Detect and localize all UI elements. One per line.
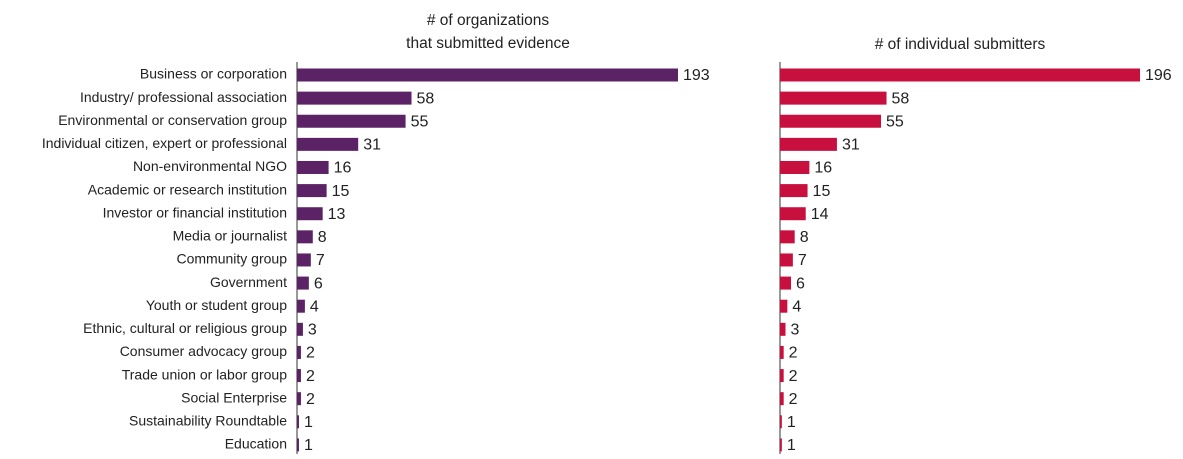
bar: [780, 114, 882, 128]
value-label: 1: [304, 437, 313, 454]
value-label: 16: [814, 160, 832, 177]
category-label: Community group: [177, 251, 288, 267]
bar: [780, 137, 837, 151]
bar: [780, 207, 806, 221]
bar: [780, 230, 795, 244]
bar: [297, 415, 299, 429]
bar: [780, 253, 793, 267]
category-label: Social Enterprise: [181, 389, 287, 405]
category-label: Consumer advocacy group: [120, 343, 288, 359]
value-label: 15: [332, 183, 350, 200]
bar: [780, 68, 1140, 82]
value-label: 4: [310, 298, 319, 315]
value-label: 58: [416, 90, 434, 107]
value-label: 7: [316, 252, 325, 269]
category-label: Academic or research institution: [88, 181, 287, 197]
value-label: 6: [796, 275, 805, 292]
value-label: 55: [886, 113, 904, 130]
value-label: 1: [304, 414, 313, 431]
bar: [780, 184, 808, 198]
value-label: 8: [318, 229, 327, 246]
category-label: Business or corporation: [140, 66, 287, 82]
category-label: Media or journalist: [173, 228, 287, 244]
category-label: Ethnic, cultural or religious group: [83, 320, 287, 336]
bar: [780, 299, 788, 313]
value-label: 3: [791, 322, 800, 339]
category-label: Individual citizen, expert or profession…: [42, 135, 287, 151]
value-label: 8: [800, 229, 809, 246]
bar: [780, 438, 782, 452]
bar: [780, 160, 810, 174]
value-label: 2: [789, 391, 798, 408]
category-label: Industry/ professional association: [80, 89, 287, 105]
category-label: Sustainability Roundtable: [129, 413, 287, 429]
value-label: 2: [306, 368, 315, 385]
bar: [297, 253, 311, 267]
bar: [297, 322, 303, 336]
value-label: 2: [789, 345, 798, 362]
value-label: 196: [1145, 67, 1172, 84]
category-label: Trade union or labor group: [122, 366, 287, 382]
category-label: Non-environmental NGO: [133, 158, 287, 174]
bar: [780, 276, 792, 290]
category-label: Investor or financial institution: [103, 204, 287, 220]
bar: [297, 438, 299, 452]
chart-title: # of organizations: [427, 12, 550, 29]
value-label: 31: [363, 137, 381, 154]
bar: [297, 91, 412, 105]
bar: [297, 392, 301, 406]
value-label: 15: [813, 183, 831, 200]
value-label: 2: [306, 345, 315, 362]
value-label: 1: [787, 437, 796, 454]
bar: [297, 184, 327, 198]
bar: [297, 207, 323, 221]
value-label: 55: [411, 113, 429, 130]
bar: [297, 68, 678, 82]
value-label: 193: [683, 67, 710, 84]
value-label: 7: [798, 252, 807, 269]
value-label: 16: [334, 160, 352, 177]
category-label: Youth or student group: [146, 297, 287, 313]
value-label: 13: [328, 206, 346, 223]
bar: [297, 137, 359, 151]
value-label: 14: [811, 206, 829, 223]
bar: [780, 392, 784, 406]
bar: [297, 299, 305, 313]
value-label: 6: [314, 275, 323, 292]
chart-title: that submitted evidence: [406, 35, 570, 52]
bar: [297, 114, 406, 128]
category-label: Government: [210, 274, 287, 290]
value-label: 4: [792, 298, 801, 315]
bar: [780, 415, 782, 429]
bar: [780, 369, 784, 383]
value-label: 31: [842, 137, 860, 154]
bar: [297, 276, 309, 290]
bar: [297, 160, 329, 174]
value-label: 3: [308, 322, 317, 339]
bar: [297, 369, 301, 383]
bar: [297, 345, 301, 359]
category-label: Environmental or conservation group: [58, 112, 287, 128]
bar: [780, 91, 887, 105]
value-label: 2: [306, 391, 315, 408]
value-label: 2: [789, 368, 798, 385]
chart-title: # of individual submitters: [875, 36, 1046, 53]
value-label: 58: [892, 90, 910, 107]
bar: [780, 322, 786, 336]
category-label: Education: [225, 436, 287, 452]
bar: [297, 230, 313, 244]
bar: [780, 345, 784, 359]
value-label: 1: [787, 414, 796, 431]
